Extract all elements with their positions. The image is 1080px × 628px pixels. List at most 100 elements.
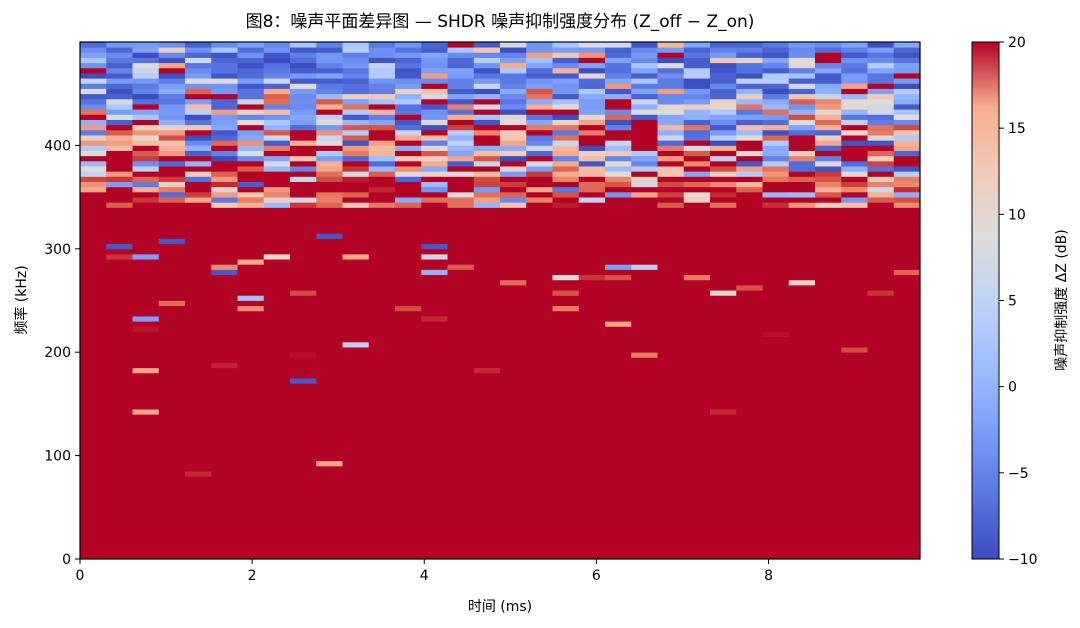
- heatmap-cell: [893, 553, 921, 560]
- heatmap-cell: [631, 104, 658, 110]
- heatmap-cell: [237, 145, 265, 151]
- heatmap-cell: [815, 233, 842, 239]
- heatmap-cell: [473, 67, 501, 74]
- heatmap-cell: [841, 186, 868, 193]
- heatmap-cell: [395, 269, 422, 276]
- heatmap-cell: [762, 191, 790, 198]
- heatmap-cell: [867, 42, 895, 48]
- heatmap-cell: [500, 347, 527, 353]
- heatmap-cell: [683, 155, 711, 162]
- heatmap-cell: [841, 207, 868, 214]
- heatmap-cell: [211, 129, 238, 136]
- heatmap-cell: [106, 166, 133, 172]
- heatmap-cell: [290, 233, 317, 239]
- heatmap-cell: [815, 455, 842, 462]
- heatmap-cell: [263, 517, 291, 524]
- heatmap-cell: [683, 393, 711, 400]
- heatmap-cell: [710, 93, 737, 100]
- heatmap-cell: [316, 98, 343, 105]
- heatmap-cell: [841, 191, 868, 198]
- heatmap-cell: [841, 259, 868, 265]
- heatmap-cell: [867, 316, 895, 322]
- heatmap-cell: [893, 295, 921, 301]
- heatmap-cell: [316, 414, 343, 420]
- heatmap-cell: [867, 414, 895, 420]
- heatmap-cell: [605, 217, 632, 224]
- heatmap-cell: [342, 352, 370, 358]
- heatmap-cell: [788, 522, 816, 529]
- heatmap-cell: [421, 310, 448, 317]
- heatmap-cell: [132, 160, 160, 167]
- heatmap-cell: [342, 104, 370, 110]
- heatmap-cell: [132, 181, 160, 188]
- heatmap-cell: [578, 295, 606, 301]
- heatmap-cell: [657, 429, 685, 436]
- heatmap-cell: [631, 414, 658, 420]
- heatmap-cell: [263, 135, 291, 141]
- heatmap-cell: [106, 228, 133, 234]
- heatmap-cell: [158, 197, 186, 203]
- heatmap-cell: [447, 67, 475, 74]
- heatmap-cell: [710, 119, 737, 126]
- heatmap-cell: [132, 548, 160, 555]
- heatmap-cell: [158, 414, 186, 420]
- heatmap-cell: [762, 543, 790, 550]
- heatmap-cell: [290, 491, 317, 498]
- heatmap-cell: [473, 233, 501, 239]
- heatmap-cell: [867, 269, 895, 276]
- heatmap-cell: [395, 155, 422, 162]
- heatmap-cell: [316, 109, 343, 115]
- heatmap-cell: [237, 197, 265, 203]
- heatmap-cell: [106, 93, 133, 100]
- heatmap-cell: [342, 533, 370, 539]
- heatmap-cell: [132, 486, 160, 493]
- heatmap-cell: [132, 104, 160, 110]
- heatmap-cell: [316, 455, 343, 462]
- heatmap-cell: [395, 186, 422, 193]
- heatmap-cell: [211, 455, 238, 462]
- heatmap-cell: [762, 393, 790, 400]
- colorbar-tick-label: 5: [1008, 294, 1017, 310]
- heatmap-cell: [263, 274, 291, 281]
- heatmap-cell: [473, 491, 501, 498]
- heatmap-cell: [185, 279, 212, 286]
- heatmap-cell: [80, 429, 107, 436]
- heatmap-cell: [316, 104, 343, 110]
- heatmap-cell: [526, 155, 553, 162]
- heatmap-cell: [211, 212, 238, 219]
- heatmap-cell: [710, 321, 737, 327]
- heatmap-cell: [185, 367, 212, 374]
- heatmap-cell: [290, 191, 317, 198]
- heatmap-cell: [316, 352, 343, 358]
- heatmap-cell: [158, 388, 186, 394]
- heatmap-cell: [316, 228, 343, 234]
- heatmap-cell: [211, 543, 238, 550]
- heatmap-cell: [421, 398, 448, 405]
- heatmap-cell: [80, 186, 107, 193]
- heatmap-cell: [211, 109, 238, 115]
- heatmap-cell: [290, 310, 317, 317]
- heatmap-cell: [106, 290, 133, 296]
- heatmap-cell: [395, 553, 422, 560]
- heatmap-cell: [263, 491, 291, 498]
- heatmap-cell: [657, 316, 685, 322]
- heatmap-cell: [578, 331, 606, 338]
- heatmap-cell: [500, 316, 527, 322]
- heatmap-cell: [605, 367, 632, 374]
- heatmap-cell: [762, 316, 790, 322]
- heatmap-cell: [263, 476, 291, 482]
- heatmap-cell: [211, 336, 238, 343]
- heatmap-cell: [552, 326, 580, 332]
- heatmap-cell: [526, 93, 553, 100]
- heatmap-cell: [132, 383, 160, 389]
- heatmap-cell: [867, 367, 895, 374]
- heatmap-cell: [657, 347, 685, 353]
- heatmap-cell: [211, 114, 238, 120]
- heatmap-cell: [342, 512, 370, 519]
- heatmap-cell: [893, 290, 921, 296]
- heatmap-cell: [893, 88, 921, 95]
- heatmap-cell: [342, 233, 370, 239]
- heatmap-cell: [290, 372, 317, 379]
- heatmap-cell: [657, 186, 685, 193]
- heatmap-cell: [841, 253, 868, 260]
